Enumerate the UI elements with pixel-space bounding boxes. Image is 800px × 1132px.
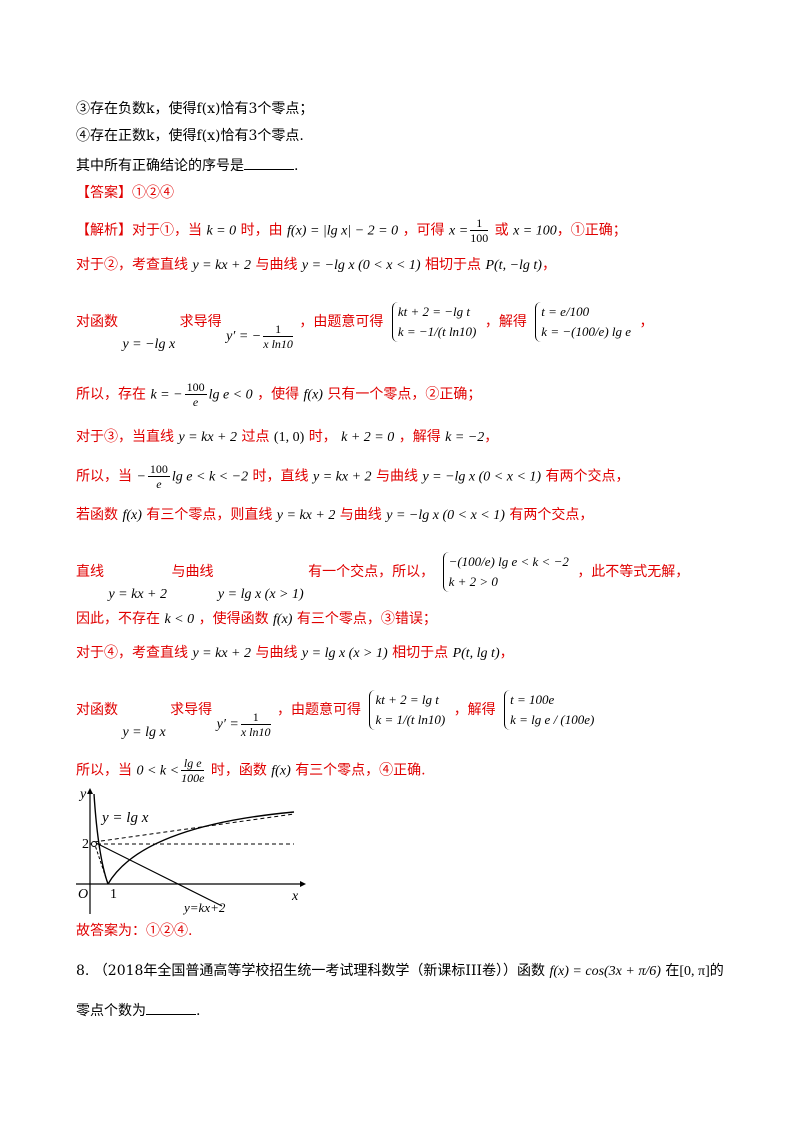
conclusion: 故答案为：①②④. [76,923,193,939]
function-graph: y x O 2 1 y = lg x y=kx+2 [76,787,306,915]
question-8: 8. （2018年全国普通高等学校招生统一考试理科数学（新课标III卷））函数 … [76,963,724,979]
analysis-line-10: 对于④，考查直线 y = kx + 2 与曲线 y = lg x (x > 1)… [76,645,514,661]
q8-answer-blank [146,1000,196,1015]
line-kx2 [93,841,223,907]
x-axis-arrow [300,881,306,887]
curve-neg-lg [93,793,109,885]
tangent-line [93,813,295,843]
answer-blank [244,155,294,170]
analysis-line-2: 对于②，考查直线 y = kx + 2 与曲线 y = −lg x (0 < x… [76,257,556,273]
question-8-line-2: 零点个数为. [76,1000,200,1020]
fraction-1-100: 1 100 [470,216,489,245]
origin-label: O [78,887,88,902]
answer-tag: 【答案】 [76,185,132,201]
analysis-line-11: 对函数 y = lg x 求导得 y′ = 1 x ln10 ，由题意可得 kt +… [76,690,595,740]
answer-value: ①②④ [132,185,174,201]
system-3: −(100/e) lg e < k < −2 k + 2 > 0 [442,552,569,592]
analysis-line-6: 所以，当 −100 e lg e < k < −2 时，直线 y = kx + 2 … [76,462,630,491]
analysis-line-1: 【解析】对于①，当 k = 0 时，由 f(x) = |lg x| − 2 = … [76,216,627,245]
y-axis-arrow [87,788,93,794]
system-5: t = 100e k = lg e / (100e) [504,690,594,730]
tick-2-label: 2 [82,837,89,852]
curve-label: y = lg x [100,810,149,826]
x-axis-label: x [291,889,299,904]
analysis-line-12: 所以，当 0 < k < lg e 100e 时，函数 f(x) 有三个零点，④正确… [76,756,426,785]
analysis-line-7: 若函数 f(x) 有三个零点，则直线 y = kx + 2 与曲线 y = −l… [76,507,594,523]
point-0-2 [91,841,97,847]
y-axis-label: y [78,787,87,802]
answer-line: 【答案】①②④ [76,184,174,202]
curve-lg [107,811,295,885]
tick-1-label: 1 [110,887,117,902]
line-label: y=kx+2 [182,900,226,915]
system-2: t = e/100 k = −(100/e) lg e [535,302,631,342]
line-through-1 [93,841,109,885]
question-prompt: 其中所有正确结论的序号是. [76,155,298,175]
analysis-line-8: 直线 y = kx + 2 与曲线 y = lg x (x > 1) 有一个交点… [76,552,690,602]
analysis-line-5: 对于③，当直线 y = kx + 2 过点 (1, 0) 时， k + 2 = … [76,429,499,445]
analysis-tag: 【解析】 [76,222,132,239]
statement-3: ③存在负数k，使得f(x)恰有3个零点； [76,101,314,117]
statement-4: ④存在正数k，使得f(x)恰有3个零点. [76,128,304,144]
analysis-line-3: 对函数 y = −lg x 求导得 y′ = −1 x ln10 ，由题意可得 k… [76,302,654,352]
analysis-line-9: 因此，不存在 k < 0 ，使得函数 f(x) 有三个零点，③错误； [76,611,437,627]
analysis-line-4: 所以，存在 k = −100 e lg e < 0 ，使得 f(x) 只有一个零点，… [76,380,482,409]
